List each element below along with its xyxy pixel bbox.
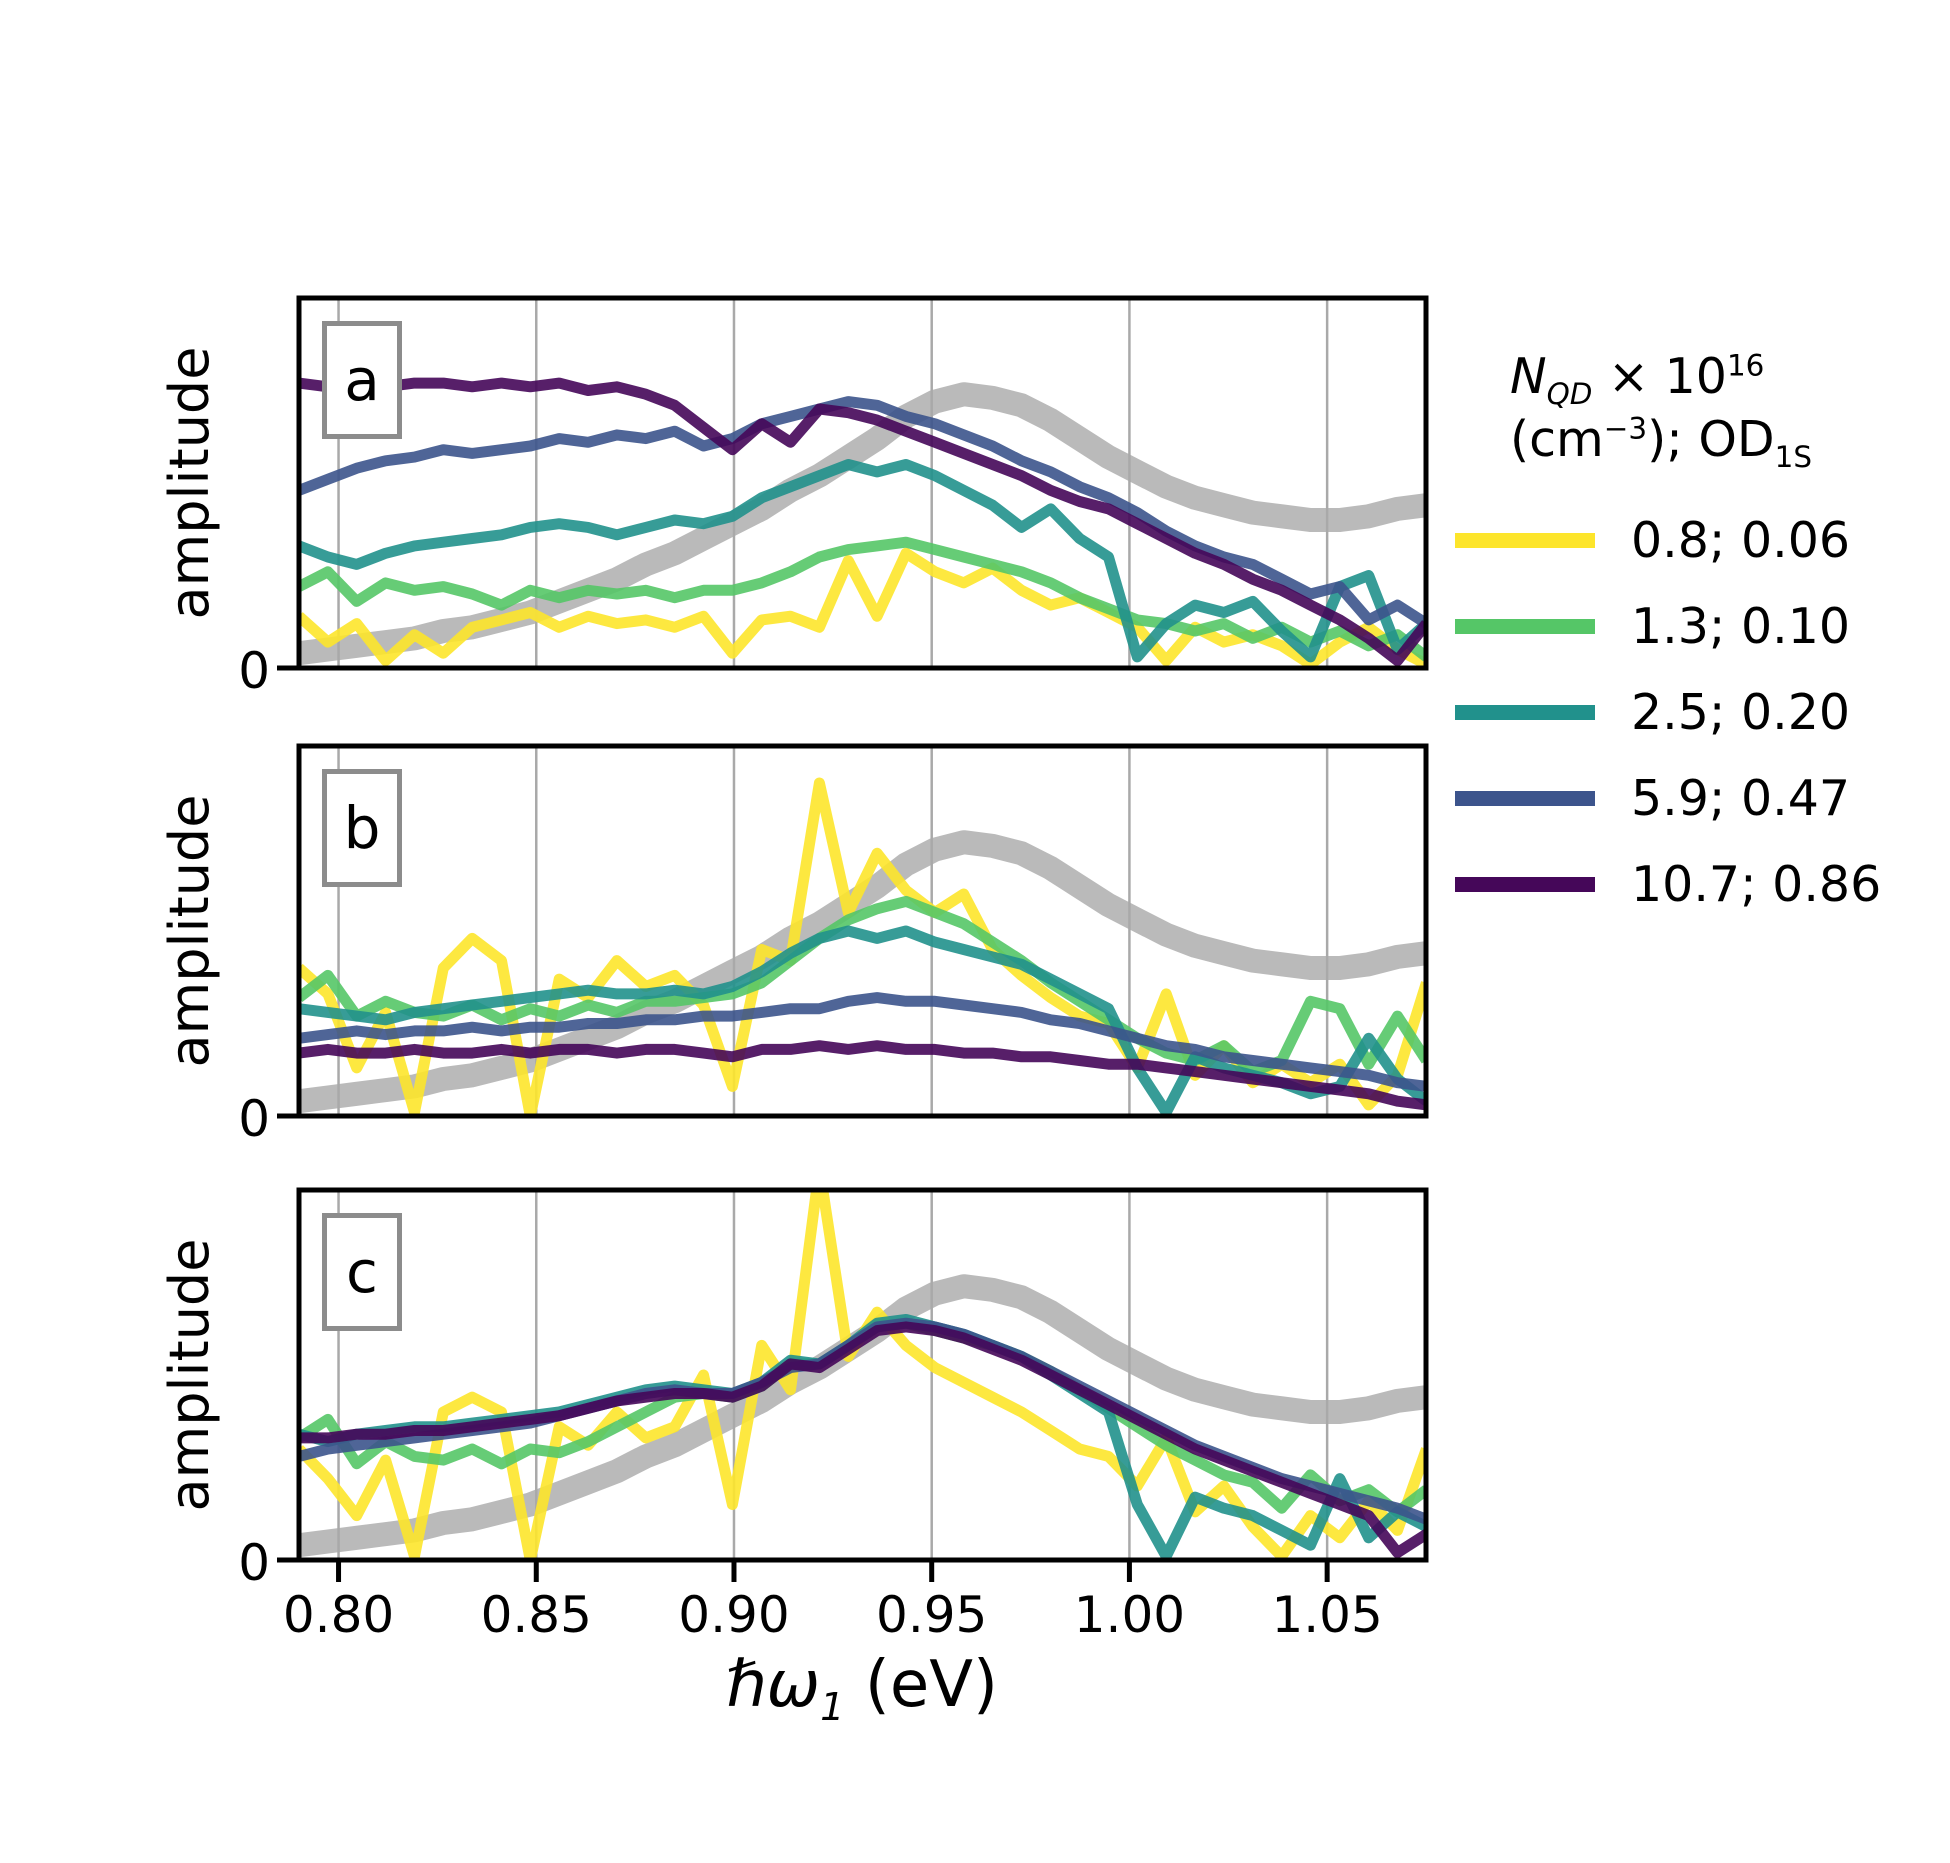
legend-item-label: 2.5; 0.20 — [1631, 683, 1851, 741]
series-line-0.8-panel-a — [299, 547, 1426, 668]
x-tick-label-0.85: 0.85 — [480, 1586, 592, 1644]
x-axis-symbol-subscript: 1 — [820, 1684, 845, 1730]
legend-title-cm: (cm — [1510, 410, 1604, 468]
panel-border-a — [296, 295, 1429, 671]
x-tick-label-0.80: 0.80 — [282, 1586, 395, 1644]
reference-line-panel-a — [299, 382, 1426, 666]
x-tick-label-0.90: 0.90 — [678, 1586, 790, 1644]
legend-title-line2: (cm−3); OD1S — [1510, 409, 1949, 472]
x-axis-unit: (eV) — [844, 1648, 999, 1722]
series-line-5.9-panel-a — [299, 396, 1426, 629]
y-tick-zero-panel-a: 0 — [238, 642, 270, 700]
panel-border-c — [296, 1187, 1429, 1563]
legend-item-10.7: 10.7; 0.86 — [1455, 858, 1881, 910]
y-tick-zero-panel-c: 0 — [238, 1534, 270, 1592]
legend-title: NQD × 1016 (cm−3); OD1S — [1510, 346, 1949, 471]
series-line-0.8-panel-c — [299, 1190, 1426, 1560]
legend-title-exponent: 16 — [1726, 348, 1765, 383]
legend-item-label: 5.9; 0.47 — [1631, 769, 1851, 827]
legend-title-od: ); OD — [1647, 410, 1775, 468]
legend-swatch-0.8 — [1455, 532, 1595, 548]
series-line-2.5-panel-b — [299, 925, 1426, 1116]
legend-item-label: 0.8; 0.06 — [1631, 511, 1851, 569]
series-line-10.7-panel-b — [299, 1040, 1426, 1111]
legend-title-cm-exponent: −3 — [1603, 411, 1648, 446]
series-line-5.9-panel-b — [299, 992, 1426, 1092]
series-line-2.5-panel-a — [299, 459, 1426, 663]
legend-item-2.5: 2.5; 0.20 — [1455, 686, 1850, 738]
legend-item-1.3: 1.3; 0.10 — [1455, 600, 1850, 652]
series-line-1.3-panel-a — [299, 536, 1426, 662]
legend-title-n-subscript: QD — [1546, 376, 1593, 411]
legend-title-times-ten: × 10 — [1592, 348, 1727, 405]
x-axis-symbol: ℏω — [725, 1648, 821, 1722]
legend-item-5.9: 5.9; 0.47 — [1455, 772, 1850, 824]
legend-swatch-2.5 — [1455, 704, 1595, 720]
series-line-10.7-panel-a — [299, 377, 1426, 667]
panel-label-c: c — [322, 1213, 402, 1331]
x-tick-label-1.00: 1.00 — [1073, 1586, 1186, 1644]
x-tick-label-1.05: 1.05 — [1271, 1586, 1383, 1644]
reference-line-panel-b — [299, 830, 1426, 1114]
legend-item-label: 10.7; 0.86 — [1631, 855, 1882, 913]
y-tick-zero-panel-b: 0 — [238, 1090, 270, 1148]
legend-title-od-subscript: 1S — [1774, 439, 1812, 474]
legend: NQD × 1016 (cm−3); OD1S 0.8; 0.06 1.3; 0.… — [1455, 346, 1949, 946]
legend-swatch-1.3 — [1455, 618, 1595, 634]
panel-label-b: b — [322, 769, 402, 887]
panel-label-a: a — [322, 321, 402, 439]
legend-swatch-10.7 — [1455, 876, 1595, 892]
legend-title-line1: NQD × 1016 — [1510, 346, 1949, 409]
panel-border-b — [296, 743, 1429, 1119]
x-axis-label: ℏω1 (eV) — [562, 1648, 1162, 1726]
series-line-10.7-panel-c — [299, 1321, 1426, 1559]
legend-item-label: 1.3; 0.10 — [1631, 597, 1851, 655]
panel-a — [299, 298, 1426, 668]
panel-b — [299, 746, 1426, 1116]
legend-title-n: N — [1510, 348, 1547, 405]
panel-c — [299, 1190, 1426, 1560]
x-tick-label-0.95: 0.95 — [876, 1586, 988, 1644]
legend-swatch-5.9 — [1455, 790, 1595, 806]
legend-item-0.8: 0.8; 0.06 — [1455, 514, 1850, 566]
